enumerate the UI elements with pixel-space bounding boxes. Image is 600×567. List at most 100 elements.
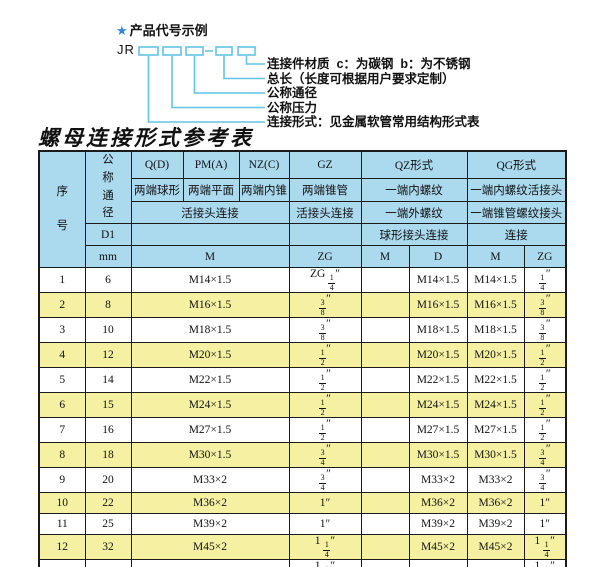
cell-seq: 9	[38, 467, 86, 494]
cell-qz-m	[360, 392, 410, 419]
cell-dn: 40	[84, 559, 132, 567]
cell-qg-m: M14×1.5	[466, 267, 525, 294]
cell-dn: 16	[84, 417, 132, 444]
cell-gz: 3 4 ″	[288, 442, 362, 469]
header-qz-d: D	[408, 245, 468, 269]
connector-line	[193, 56, 265, 94]
cell-qg-m: M36×2	[466, 492, 525, 515]
header-col-qg: QG形式	[466, 150, 567, 180]
cell-qg-zg: 3 8 ″	[523, 317, 567, 344]
cell-qg-m: M16×1.5	[466, 292, 525, 319]
cell-seq: 5	[38, 367, 86, 394]
diagram-label-material: 连接件材质 c：为碳钢 b：为不锈钢	[267, 57, 471, 71]
header-qg-zg: ZG	[523, 245, 567, 269]
code-box	[162, 46, 182, 56]
cell-gz: 1″	[288, 513, 362, 536]
cell-gz: 1 2 ″	[288, 417, 362, 444]
cell-dn: 10	[84, 317, 132, 344]
cell-dn: 14	[84, 367, 132, 394]
header-unit-mm: mm	[84, 245, 132, 269]
star-icon: ★	[116, 23, 128, 38]
table-title: 螺母连接形式参考表	[38, 126, 254, 150]
nut-connection-table: 序号 公称通径 Q(D) PM(A) NZ(C) GZ QZ形式 QG形式 两端…	[38, 150, 567, 567]
cell-gz: 3 8 ″	[288, 317, 362, 344]
cell-qg-zg: 1″	[523, 492, 567, 515]
table-row: 7 16 M27×1.5 1 2 ″ M27×1.5 M27×1.5 1 2 ″	[38, 417, 567, 444]
cell-qz-d: M14×1.5	[408, 267, 468, 294]
table-row: 10 22 M36×2 1″ M36×2 M36×2 1″	[38, 492, 567, 515]
cell-qg-m: M39×2	[466, 513, 525, 536]
cell-qg-m: M18×1.5	[466, 317, 525, 344]
cell-qz-d: M18×1.5	[408, 317, 468, 344]
cell-qg-zg: 3 4 ″	[523, 467, 567, 494]
table-row: 12 32 M45×2 1 1 4 ″ M45×2 M45×2 1 1 4 ″	[38, 534, 567, 561]
product-code-title: ★ 产品代号示例	[116, 20, 208, 39]
cell-m: M16×1.5	[130, 292, 290, 319]
cell-gz: 1 1 4 ″	[288, 534, 362, 561]
cell-qg-zg: 1 4 ″	[523, 267, 567, 294]
code-box	[185, 46, 204, 56]
cell-qg-zg: 1 1 4 ″	[523, 534, 567, 561]
connector-line	[223, 56, 265, 80]
table-row: 1 6 M14×1.5 ZG 1 4 ″ M14×1.5 M14×1.5 1 4 ″	[38, 267, 567, 294]
code-box	[138, 46, 159, 56]
code-box	[215, 46, 233, 56]
cell-gz: 1 12″	[288, 559, 362, 567]
cell-gz: 3 8 ″	[288, 292, 362, 319]
cell-qz-d: M39×2	[408, 513, 468, 536]
cell-qz-m	[360, 417, 410, 444]
cell-seq: 3	[38, 317, 86, 344]
table-body: 1 6 M14×1.5 ZG 1 4 ″ M14×1.5 M14×1.5 1 4 ″ 2 8 M16×1.…	[38, 267, 567, 567]
cell-seq: 12	[38, 534, 86, 561]
cell-dn: 32	[84, 534, 132, 561]
cell-qz-m	[360, 559, 410, 567]
cell-qz-d: M22×1.5	[408, 367, 468, 394]
diagram-label-diameter: 公称通径	[267, 86, 318, 100]
cell-seq: 6	[38, 392, 86, 419]
cell-seq: 11	[38, 513, 86, 536]
cell-qg-zg: 1 2 ″	[523, 417, 567, 444]
cell-m: M36×2	[130, 492, 290, 515]
cell-m: M52×2	[130, 559, 290, 567]
table-row: 11 25 M39×2 1″ M39×2 M39×2 1″	[38, 513, 567, 536]
header-qd-desc: 两端球形	[130, 178, 184, 202]
cell-qz-m	[360, 317, 410, 344]
cell-m: M39×2	[130, 513, 290, 536]
header-m-label: M	[130, 245, 290, 269]
header-empty	[288, 223, 362, 247]
table-row: 5 14 M22×1.5 1 2 ″ M22×1.5 M22×1.5 1 2 ″	[38, 367, 567, 394]
table-row: 1340M52×21 12″M52×2M52×21 12″	[38, 559, 567, 567]
diagram-label-pressure: 公称压力	[267, 100, 318, 115]
header-qz-conn: 球形接头连接	[360, 223, 468, 247]
fraction: 12	[543, 566, 550, 567]
cell-qz-d: M27×1.5	[408, 417, 468, 444]
cell-gz: ZG 1 4 ″	[288, 267, 362, 294]
cell-qz-m	[360, 342, 410, 369]
header-gz-conn: 活接头连接	[288, 200, 362, 225]
cell-m: M30×1.5	[130, 442, 290, 469]
product-code-title-text: 产品代号示例	[129, 23, 208, 38]
cell-qz-d: M24×1.5	[408, 392, 468, 419]
header-gz-desc: 两端锥管	[288, 178, 362, 202]
cell-qg-zg: 1 12″	[523, 559, 567, 567]
header-qg-m: M	[466, 245, 525, 269]
header-mid-conn: 活接头连接	[130, 200, 290, 225]
header-qz-m: M	[360, 245, 410, 269]
connector-line	[171, 56, 265, 109]
connector-line	[245, 56, 265, 65]
cell-m: M45×2	[130, 534, 290, 561]
cell-seq: 8	[38, 442, 86, 469]
product-code-prefix: JR	[117, 42, 135, 57]
cell-qz-d: M45×2	[408, 534, 468, 561]
table-row: 4 12 M20×1.5 1 2 ″ M20×1.5 M20×1.5 1 2 ″	[38, 342, 567, 369]
cell-gz: 1 2 ″	[288, 367, 362, 394]
